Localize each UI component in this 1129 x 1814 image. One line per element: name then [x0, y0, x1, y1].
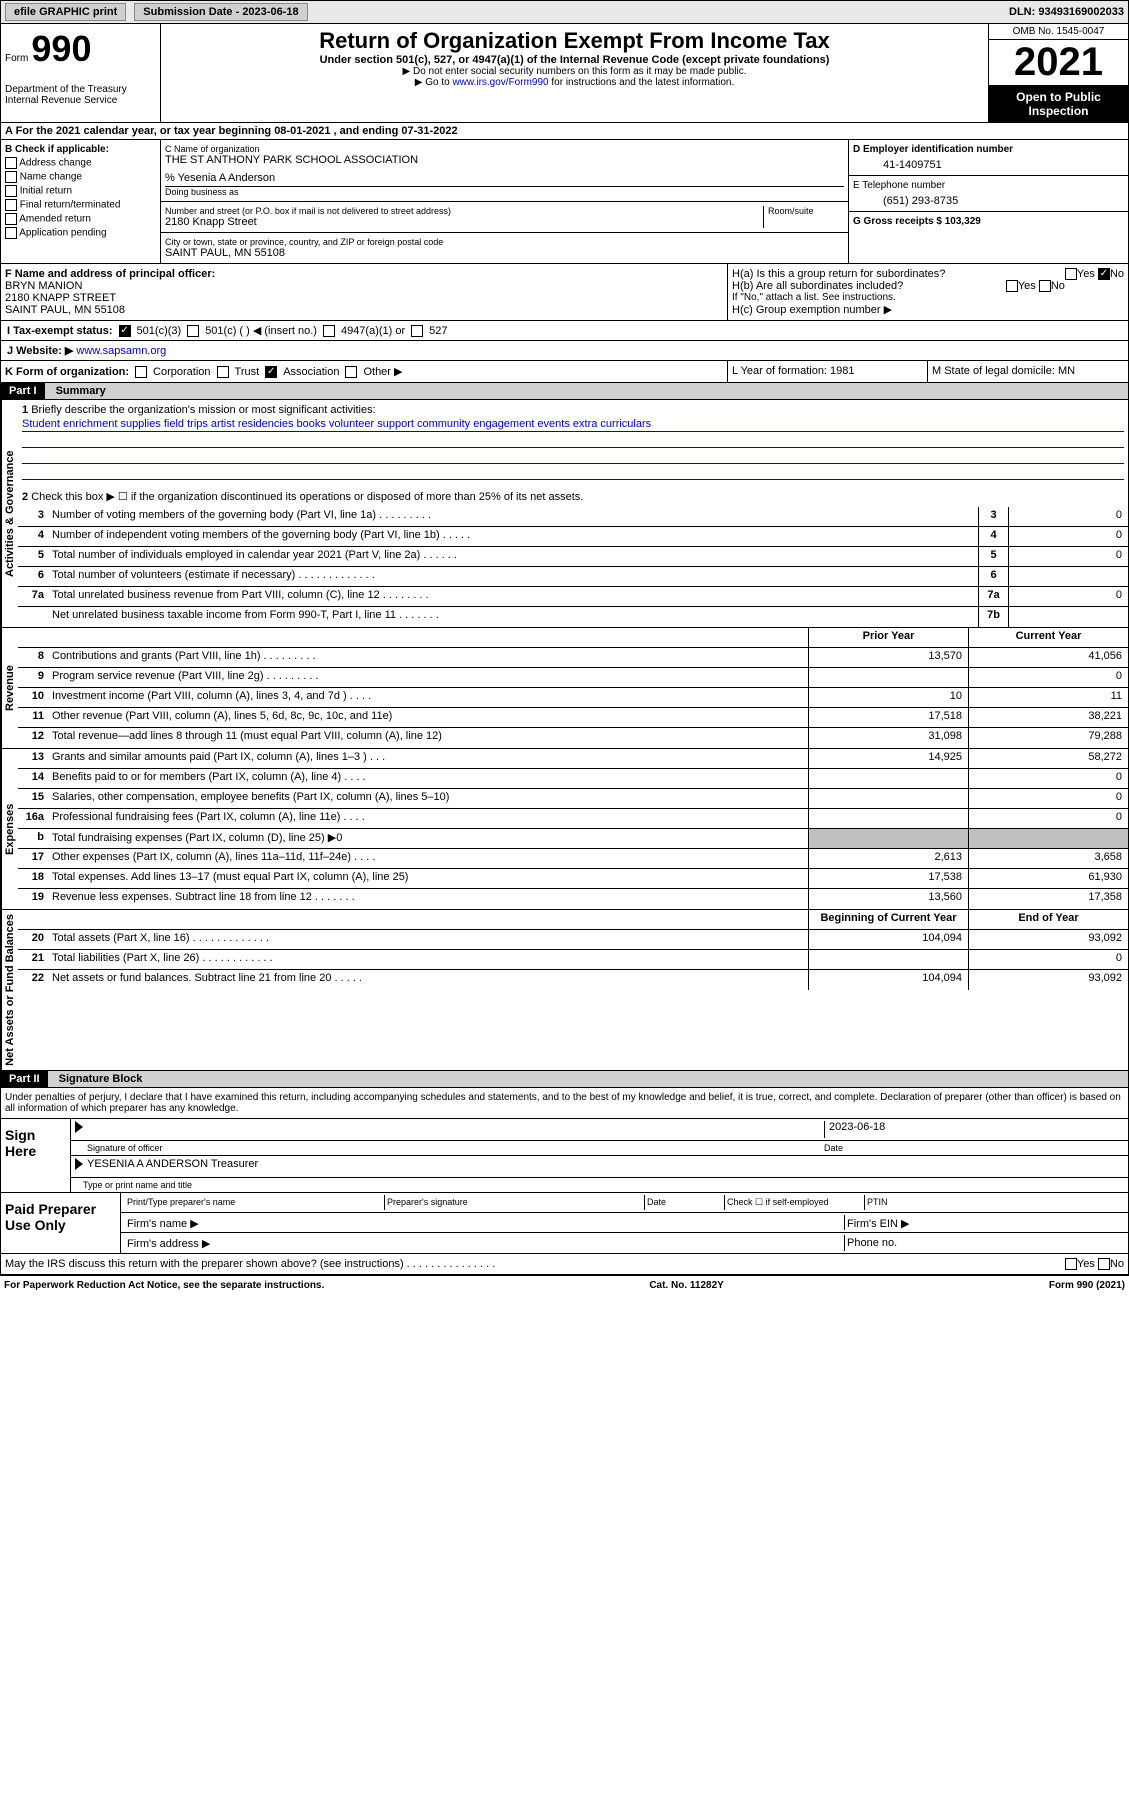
ein-value: 41-1409751: [853, 155, 1124, 171]
gov-line: 6Total number of volunteers (estimate if…: [18, 567, 1128, 587]
net-line: 22Net assets or fund balances. Subtract …: [18, 970, 1128, 990]
paperwork-notice: For Paperwork Reduction Act Notice, see …: [4, 1280, 324, 1291]
efile-button[interactable]: efile GRAPHIC print: [5, 3, 126, 21]
city-state-zip: SAINT PAUL, MN 55108: [165, 247, 844, 259]
form-version: Form 990 (2021): [1049, 1280, 1125, 1291]
expense-line: 16aProfessional fundraising fees (Part I…: [18, 809, 1128, 829]
governance-label: Activities & Governance: [1, 400, 18, 627]
sign-here-label: Sign Here: [1, 1119, 71, 1192]
open-public-badge: Open to Public Inspection: [989, 86, 1128, 122]
dba-label: Doing business as: [165, 186, 844, 197]
net-assets-label: Net Assets or Fund Balances: [1, 910, 18, 1070]
gov-line: Net unrelated business taxable income fr…: [18, 607, 1128, 627]
governance-section: Activities & Governance 1 Briefly descri…: [0, 400, 1129, 628]
care-of: % Yesenia A Anderson: [165, 172, 844, 184]
col-b-checkboxes: B Check if applicable: Address change Na…: [1, 140, 161, 263]
irs-link[interactable]: www.irs.gov/Form990: [452, 77, 548, 88]
street-address: 2180 Knapp Street: [165, 216, 763, 228]
k-l-m-row: K Form of organization: Corporation Trus…: [0, 361, 1129, 383]
expense-line: 17Other expenses (Part IX, column (A), l…: [18, 849, 1128, 869]
officer-name: BRYN MANION: [5, 280, 723, 292]
gov-line: 7aTotal unrelated business revenue from …: [18, 587, 1128, 607]
website-link[interactable]: www.sapsamn.org: [76, 345, 166, 357]
gov-line: 4Number of independent voting members of…: [18, 527, 1128, 547]
form-number: 990: [31, 28, 91, 69]
main-info-block: B Check if applicable: Address change Na…: [0, 140, 1129, 264]
ein-label: D Employer identification number: [853, 144, 1124, 155]
expense-line: bTotal fundraising expenses (Part IX, co…: [18, 829, 1128, 849]
department-label: Department of the Treasury Internal Reve…: [5, 84, 156, 106]
expense-line: 14Benefits paid to or for members (Part …: [18, 769, 1128, 789]
paid-preparer-label: Paid Preparer Use Only: [1, 1193, 121, 1253]
top-bar: efile GRAPHIC print Submission Date - 20…: [0, 0, 1129, 24]
sig-date: 2023-06-18: [824, 1121, 1124, 1138]
expense-line: 13Grants and similar amounts paid (Part …: [18, 749, 1128, 769]
revenue-line: 9Program service revenue (Part VIII, lin…: [18, 668, 1128, 688]
phone-value: (651) 293-8735: [853, 191, 1124, 207]
submission-date: Submission Date - 2023-06-18: [134, 3, 307, 21]
officer-city: SAINT PAUL, MN 55108: [5, 304, 723, 316]
officer-label: F Name and address of principal officer:: [5, 268, 723, 280]
gov-line: 5Total number of individuals employed in…: [18, 547, 1128, 567]
net-line: 21Total liabilities (Part X, line 26) . …: [18, 950, 1128, 970]
form-prefix: Form: [5, 53, 28, 64]
addr-label: Number and street (or P.O. box if mail i…: [165, 206, 763, 216]
year-formation: L Year of formation: 1981: [728, 361, 928, 382]
revenue-line: 11Other revenue (Part VIII, column (A), …: [18, 708, 1128, 728]
form-title: Return of Organization Exempt From Incom…: [165, 28, 984, 54]
note-2: ▶ Go to www.irs.gov/Form990 for instruct…: [165, 77, 984, 88]
expenses-label: Expenses: [1, 749, 18, 909]
gross-value: 103,329: [945, 216, 981, 227]
part-1-title: Summary: [48, 385, 106, 397]
revenue-line: 8Contributions and grants (Part VIII, li…: [18, 648, 1128, 668]
cat-number: Cat. No. 11282Y: [649, 1280, 723, 1291]
net-assets-section: Net Assets or Fund Balances Beginning of…: [0, 910, 1129, 1071]
officer-signed-name: YESENIA A ANDERSON Treasurer: [87, 1158, 258, 1175]
expense-line: 19Revenue less expenses. Subtract line 1…: [18, 889, 1128, 909]
revenue-line: 12Total revenue—add lines 8 through 11 (…: [18, 728, 1128, 748]
city-label: City or town, state or province, country…: [165, 237, 844, 247]
tax-status-row: I Tax-exempt status: 501(c)(3) 501(c) ( …: [0, 321, 1129, 341]
org-name: THE ST ANTHONY PARK SCHOOL ASSOCIATION: [165, 154, 844, 166]
form-header: Form 990 Department of the Treasury Inte…: [0, 24, 1129, 123]
phone-label: E Telephone number: [853, 180, 1124, 191]
website-row: J Website: ▶ www.sapsamn.org: [0, 341, 1129, 361]
part-2-title: Signature Block: [51, 1073, 143, 1085]
gov-line: 3Number of voting members of the governi…: [18, 507, 1128, 527]
part-2-header: Part II: [1, 1071, 48, 1087]
perjury-statement: Under penalties of perjury, I declare th…: [1, 1088, 1128, 1118]
revenue-section: Revenue Prior Year Current Year 8Contrib…: [0, 628, 1129, 749]
officer-addr: 2180 KNAPP STREET: [5, 292, 723, 304]
signature-block: Under penalties of perjury, I declare th…: [0, 1088, 1129, 1275]
dln-label: DLN: 93493169002033: [1009, 6, 1124, 18]
note-1: ▶ Do not enter social security numbers o…: [165, 66, 984, 77]
room-label: Room/suite: [768, 206, 844, 216]
org-name-label: C Name of organization: [165, 144, 844, 154]
tax-year: 2021: [989, 40, 1128, 86]
part-1-header: Part I: [1, 383, 45, 399]
state-domicile: M State of legal domicile: MN: [928, 361, 1128, 382]
page-footer: For Paperwork Reduction Act Notice, see …: [0, 1275, 1129, 1295]
omb-number: OMB No. 1545-0047: [989, 24, 1128, 40]
expense-line: 18Total expenses. Add lines 13–17 (must …: [18, 869, 1128, 889]
revenue-line: 10Investment income (Part VIII, column (…: [18, 688, 1128, 708]
form-subtitle: Under section 501(c), 527, or 4947(a)(1)…: [165, 54, 984, 66]
mission-text: Student enrichment supplies field trips …: [22, 418, 1124, 432]
net-line: 20Total assets (Part X, line 16) . . . .…: [18, 930, 1128, 950]
expense-line: 15Salaries, other compensation, employee…: [18, 789, 1128, 809]
row-a-tax-year: A For the 2021 calendar year, or tax yea…: [0, 123, 1129, 140]
expenses-section: Expenses 13Grants and similar amounts pa…: [0, 749, 1129, 910]
revenue-label: Revenue: [1, 628, 18, 748]
officer-h-row: F Name and address of principal officer:…: [0, 264, 1129, 321]
gross-label: G Gross receipts $: [853, 216, 942, 227]
